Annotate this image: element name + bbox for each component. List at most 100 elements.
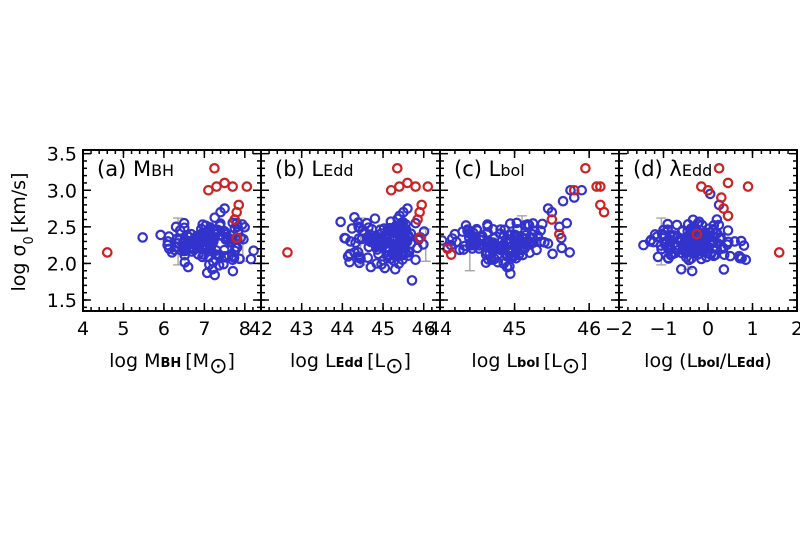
data-point-red	[742, 181, 754, 192]
x-tick-label: 44	[428, 318, 452, 340]
data-point-blue	[215, 206, 226, 218]
x-tick-label: 0	[702, 318, 714, 340]
data-point-red	[412, 214, 423, 225]
data-point-blue	[564, 247, 575, 258]
data-point-red	[445, 249, 457, 260]
data-point-blue	[565, 184, 576, 196]
data-point-blue	[690, 247, 701, 258]
x-axis-label-sub: BH	[160, 356, 181, 371]
panel-title: (b) LEdd	[275, 157, 354, 181]
data-point-blue	[349, 247, 360, 258]
data-point-blue	[211, 245, 222, 256]
data-point-blue	[449, 228, 461, 240]
x-axis-label-sub2: Edd	[737, 356, 765, 371]
data-point-blue	[185, 228, 197, 240]
data-point-blue	[355, 253, 366, 265]
data-point-blue	[718, 264, 730, 275]
data-point-blue	[389, 240, 401, 251]
data-point-blue	[353, 221, 364, 233]
data-point-blue	[429, 238, 437, 246]
plot-area	[282, 162, 434, 286]
panel-title-sub: Edd	[682, 161, 712, 180]
data-point-red	[422, 181, 434, 192]
data-point-blue	[183, 231, 194, 243]
data-point-blue	[696, 253, 707, 265]
data-point-red	[391, 162, 403, 174]
data-point-blue	[520, 219, 531, 231]
data-point-red	[722, 177, 734, 189]
data-point-red	[591, 181, 602, 192]
y-axis-label-main: log σ	[8, 244, 30, 291]
data-point-blue	[179, 249, 191, 261]
data-point-red	[722, 210, 734, 222]
data-point-blue	[471, 236, 483, 248]
y-axis-label-unit: [km/s]	[8, 173, 30, 234]
data-point-blue	[365, 261, 377, 273]
x-tick-label: 46	[412, 318, 436, 340]
x-tick-label: −2	[605, 318, 633, 340]
panel-title-sub: bol	[500, 161, 524, 180]
sun-symbol: ⊙	[209, 354, 227, 379]
data-point-blue	[398, 249, 410, 261]
data-point-blue	[209, 212, 221, 223]
data-point-blue	[466, 243, 478, 254]
panel-title-prefix: (b)	[275, 157, 311, 181]
data-point-blue	[216, 229, 227, 241]
y-tick-label: 3.5	[47, 144, 77, 166]
data-point-blue	[542, 203, 554, 214]
data-point-blue	[162, 236, 174, 247]
data-point-red	[203, 184, 214, 196]
data-point-blue	[389, 263, 401, 275]
data-point-blue	[519, 243, 530, 254]
data-point-blue	[490, 243, 502, 255]
x-axis-label: log (Lbol/LEdd)	[644, 350, 772, 372]
data-point-red	[718, 203, 729, 214]
data-point-red	[282, 247, 293, 258]
data-point-blue	[735, 235, 747, 247]
data-point-blue	[499, 224, 510, 236]
panel-title-sub: BH	[151, 161, 174, 180]
data-point-blue	[393, 220, 405, 231]
x-axis-label-close: )	[764, 350, 771, 372]
data-point-blue	[207, 263, 218, 275]
data-point-blue	[166, 247, 178, 258]
data-point-blue	[669, 247, 681, 259]
x-axis-label-close: ]	[580, 350, 587, 372]
data-point-red	[568, 184, 580, 196]
data-point-blue	[698, 238, 709, 249]
data-point-blue	[345, 236, 356, 247]
data-point-blue	[227, 254, 238, 266]
data-point-blue	[673, 234, 685, 246]
panel-title-main: L	[311, 157, 323, 181]
data-point-blue	[662, 225, 674, 236]
panel-title-sub: Edd	[323, 161, 353, 180]
x-tick-label: 45	[502, 318, 526, 340]
panel-title-main: λ	[669, 157, 681, 181]
data-point-blue	[378, 255, 389, 266]
data-point-red	[595, 181, 606, 192]
plot-area	[429, 162, 610, 279]
data-point-red	[580, 162, 591, 174]
data-point-blue	[396, 225, 407, 237]
data-point-blue	[711, 228, 723, 239]
data-point-blue	[740, 254, 752, 266]
data-point-red	[716, 192, 727, 203]
data-point-red	[219, 177, 230, 189]
y-tick-label: 3.0	[47, 180, 77, 202]
data-point-blue	[248, 245, 259, 256]
data-point-red	[385, 184, 397, 196]
x-tick-label: 6	[158, 318, 170, 340]
x-axis-label-sub: bol	[517, 356, 540, 371]
data-point-red	[414, 232, 425, 244]
data-point-red	[227, 181, 238, 192]
data-point-blue	[440, 235, 448, 246]
data-point-red	[598, 206, 610, 218]
data-point-blue	[671, 219, 683, 231]
data-point-blue	[537, 218, 548, 230]
data-point-blue	[398, 206, 409, 218]
data-point-blue	[346, 223, 358, 234]
x-tick-label: 7	[198, 318, 210, 340]
